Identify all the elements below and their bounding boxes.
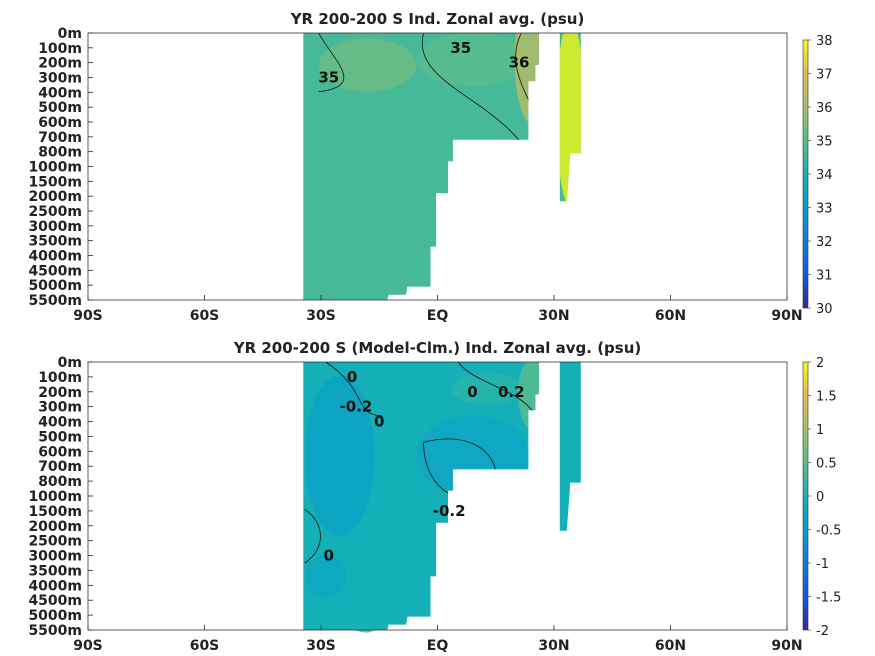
y-tick-label: 400m xyxy=(38,85,82,101)
contour-line xyxy=(325,362,382,416)
colorbar-tick-label: 34 xyxy=(816,168,833,183)
value-patch xyxy=(304,375,375,537)
colorbar xyxy=(802,39,809,309)
y-tick-label: 300m xyxy=(38,71,82,87)
x-tick-label: EQ xyxy=(427,638,449,654)
y-tick-label: 500m xyxy=(38,429,82,445)
y-tick-label: 2500m xyxy=(28,204,82,220)
y-tick-label: 1000m xyxy=(28,160,82,176)
colorbar-tick-label: 30 xyxy=(816,302,833,317)
y-tick-label: 2500m xyxy=(28,534,82,550)
contour-label: 0.2 xyxy=(498,383,525,401)
y-tick-label: 5500m xyxy=(28,623,82,639)
x-tick-label: EQ xyxy=(427,308,449,324)
panel-2: YR 200-200 S (Model-Clm.) Ind. Zonal avg… xyxy=(28,339,841,654)
y-tick-label: 3500m xyxy=(28,563,82,579)
colorbar-tick-label: -1.5 xyxy=(816,591,841,606)
contour-label: 35 xyxy=(318,69,339,87)
colorbar-tick-label: 0 xyxy=(816,490,824,505)
x-tick-label: 60S xyxy=(190,638,220,654)
colorbar-tick-label: 0.5 xyxy=(816,457,837,472)
x-tick-label: 60N xyxy=(655,638,686,654)
y-tick-label: 3000m xyxy=(28,219,82,235)
y-tick-label: 100m xyxy=(38,41,82,57)
contour-label: -0.2 xyxy=(433,502,466,520)
contour-label: -0.2 xyxy=(340,398,373,416)
y-tick-label: 5500m xyxy=(28,293,82,309)
plot-frame xyxy=(87,361,788,631)
y-tick-label: 400m xyxy=(38,415,82,431)
colorbar-tick-label: 2 xyxy=(816,356,824,371)
value-patch xyxy=(451,372,522,405)
x-tick-label: 30N xyxy=(538,308,569,324)
contour-label: 0 xyxy=(467,383,477,401)
contour-label: 36 xyxy=(509,54,530,72)
x-tick-label: 90N xyxy=(771,638,802,654)
y-tick-label: 5000m xyxy=(28,608,82,624)
y-tick-label: 1500m xyxy=(28,174,82,190)
contour-label: 0 xyxy=(347,368,357,386)
colorbar-tick-label: 32 xyxy=(816,235,833,250)
y-tick-label: 4000m xyxy=(28,578,82,594)
x-tick-label: 90S xyxy=(73,638,103,654)
colorbar-tick-label: 1.5 xyxy=(816,390,837,405)
y-tick-label: 700m xyxy=(38,459,82,475)
x-tick-label: 30S xyxy=(306,308,336,324)
y-tick-label: 800m xyxy=(38,145,82,161)
panel-title: YR 200-200 S (Model-Clm.) Ind. Zonal avg… xyxy=(233,339,642,357)
colorbar xyxy=(802,361,809,631)
y-tick-label: 4500m xyxy=(28,593,82,609)
x-tick-label: 30N xyxy=(538,638,569,654)
contour-label: 0 xyxy=(374,413,384,431)
contour-line xyxy=(318,33,345,93)
y-tick-label: 3500m xyxy=(28,234,82,250)
contour-label: 35 xyxy=(450,39,471,57)
y-tick-label: 0m xyxy=(58,355,82,371)
contour-label: 0 xyxy=(324,547,334,565)
colorbar-tick-label: 33 xyxy=(816,202,833,217)
x-tick-label: 90N xyxy=(771,308,802,324)
colorbar-tick-label: -1 xyxy=(816,557,829,572)
panel-title: YR 200-200 S Ind. Zonal avg. (psu) xyxy=(290,10,585,28)
y-tick-label: 3000m xyxy=(28,549,82,565)
colorbar-tick-label: 1 xyxy=(816,423,824,438)
plot-frame xyxy=(87,32,788,301)
contour-line xyxy=(304,509,321,564)
colorbar-tick-label: 35 xyxy=(816,135,833,150)
y-tick-label: 200m xyxy=(38,56,82,72)
colorbar-tick-label: -0.5 xyxy=(816,524,841,539)
value-patch xyxy=(318,38,417,92)
y-tick-label: 5000m xyxy=(28,278,82,294)
y-tick-label: 600m xyxy=(38,115,82,131)
colorbar-tick-label: 38 xyxy=(816,34,833,49)
y-tick-label: 4000m xyxy=(28,249,82,265)
colorbar-tick-label: -2 xyxy=(816,624,829,639)
x-tick-label: 60S xyxy=(190,308,220,324)
x-tick-label: 30S xyxy=(306,638,336,654)
colorbar-tick-label: 37 xyxy=(816,68,833,83)
y-tick-label: 4500m xyxy=(28,263,82,279)
y-tick-label: 2000m xyxy=(28,519,82,535)
y-tick-label: 600m xyxy=(38,444,82,460)
y-tick-label: 700m xyxy=(38,130,82,146)
value-patch xyxy=(416,33,529,87)
y-tick-label: 100m xyxy=(38,370,82,386)
y-tick-label: 0m xyxy=(58,26,82,42)
y-tick-label: 800m xyxy=(38,474,82,490)
x-tick-label: 90S xyxy=(73,308,103,324)
x-tick-label: 60N xyxy=(655,308,686,324)
y-tick-label: 200m xyxy=(38,385,82,401)
y-tick-label: 300m xyxy=(38,400,82,416)
contour-line xyxy=(458,362,536,416)
y-tick-label: 1500m xyxy=(28,504,82,520)
colorbar-tick-label: 36 xyxy=(816,101,833,116)
value-patch xyxy=(346,605,389,633)
panel-1: YR 200-200 S Ind. Zonal avg. (psu) 0m100m… xyxy=(28,10,833,324)
y-tick-label: 2000m xyxy=(28,189,82,205)
value-patch xyxy=(304,554,347,598)
y-tick-label: 500m xyxy=(38,100,82,116)
y-tick-label: 1000m xyxy=(28,489,82,505)
colorbar-tick-label: 31 xyxy=(816,269,833,284)
